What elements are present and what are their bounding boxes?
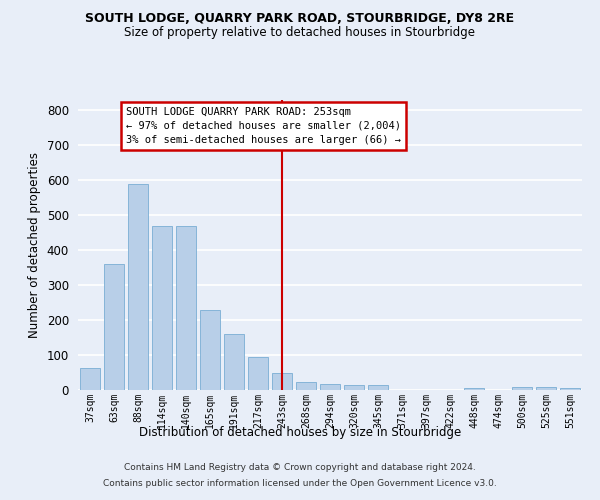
Bar: [320, 384, 340, 390]
Y-axis label: Number of detached properties: Number of detached properties: [28, 152, 41, 338]
Bar: [80, 368, 100, 390]
Bar: [152, 226, 172, 390]
Bar: [248, 357, 268, 390]
Text: Distribution of detached houses by size in Stourbridge: Distribution of detached houses by size …: [139, 426, 461, 439]
Bar: [464, 388, 484, 390]
Text: Contains public sector information licensed under the Open Government Licence v3: Contains public sector information licen…: [103, 478, 497, 488]
Bar: [536, 386, 556, 390]
Bar: [368, 386, 388, 390]
Bar: [296, 382, 316, 390]
Bar: [176, 226, 196, 390]
Text: SOUTH LODGE, QUARRY PARK ROAD, STOURBRIDGE, DY8 2RE: SOUTH LODGE, QUARRY PARK ROAD, STOURBRID…: [85, 12, 515, 26]
Bar: [128, 184, 148, 390]
Text: Size of property relative to detached houses in Stourbridge: Size of property relative to detached ho…: [125, 26, 476, 39]
Bar: [560, 388, 580, 390]
Bar: [200, 310, 220, 390]
Text: SOUTH LODGE QUARRY PARK ROAD: 253sqm
← 97% of detached houses are smaller (2,004: SOUTH LODGE QUARRY PARK ROAD: 253sqm ← 9…: [126, 107, 401, 145]
Bar: [224, 334, 244, 390]
Text: Contains HM Land Registry data © Crown copyright and database right 2024.: Contains HM Land Registry data © Crown c…: [124, 464, 476, 472]
Bar: [272, 373, 292, 390]
Bar: [344, 385, 364, 390]
Bar: [104, 264, 124, 390]
Bar: [512, 386, 532, 390]
